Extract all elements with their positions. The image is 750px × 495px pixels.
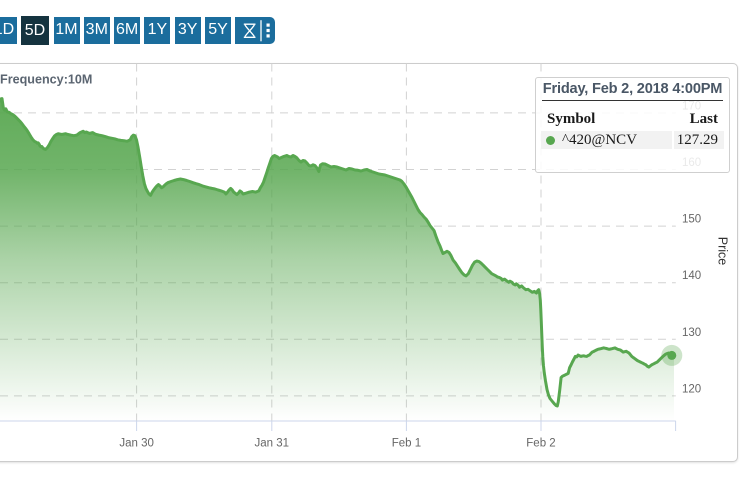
svg-text:Price: Price	[716, 237, 730, 266]
svg-text:Jan 30: Jan 30	[119, 438, 154, 450]
svg-text:140: 140	[682, 270, 701, 282]
svg-text:Feb 2: Feb 2	[526, 438, 555, 450]
svg-text:120: 120	[682, 383, 701, 395]
svg-text:130: 130	[682, 327, 701, 339]
svg-text:Frequency:10M: Frequency:10M	[0, 72, 92, 86]
svg-text:Feb 1: Feb 1	[392, 438, 421, 450]
svg-text:150: 150	[682, 214, 701, 226]
svg-text:Jan 31: Jan 31	[255, 438, 290, 450]
